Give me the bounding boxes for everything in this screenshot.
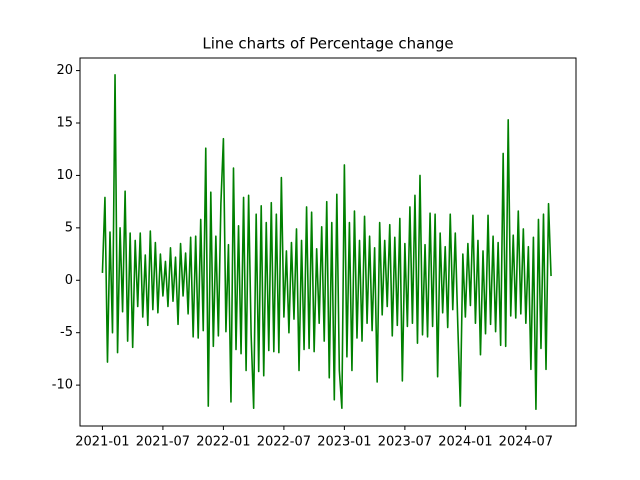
axes-frame — [79, 57, 577, 427]
y-tick-label: 10 — [56, 168, 73, 183]
y-tick-label: 5 — [65, 220, 73, 235]
x-tick-label: 2023-01 — [317, 435, 371, 450]
x-tick-label: 2022-01 — [196, 435, 250, 450]
chart-title: Line charts of Percentage change — [202, 35, 453, 53]
x-tick-label: 2023-07 — [378, 435, 432, 450]
y-tick-label: 20 — [56, 63, 73, 78]
y-tick-label: 15 — [56, 116, 73, 131]
x-tick-label: 2024-01 — [438, 435, 492, 450]
x-tick-label: 2021-01 — [75, 435, 129, 450]
y-tick-label: -5 — [60, 325, 73, 340]
x-tick-label: 2024-07 — [499, 435, 553, 450]
y-tick-label: 0 — [65, 273, 73, 288]
line — [101, 73, 552, 411]
x-tick-label: 2022-07 — [257, 435, 311, 450]
x-tick-label: 2021-07 — [136, 435, 190, 450]
y-tick-label: -10 — [52, 378, 73, 393]
